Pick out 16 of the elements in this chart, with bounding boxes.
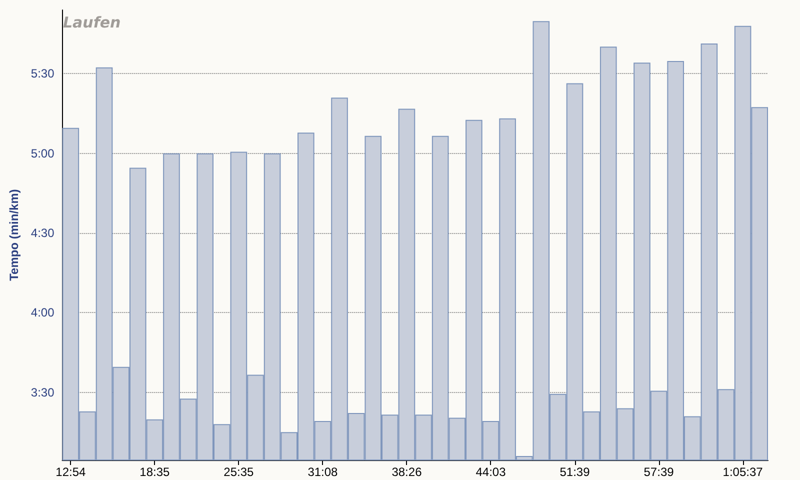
x-tick-label: 51:39	[560, 465, 590, 479]
y-tick-label: 5:00	[30, 146, 55, 160]
x-tick-label: 18:35	[140, 465, 170, 479]
chart-title: Laufen	[63, 14, 121, 32]
x-tick-label: 57:39	[644, 465, 674, 479]
x-tick-label: 12:54	[56, 465, 86, 479]
y-tick-label: 4:30	[30, 226, 55, 240]
y-tick-label: 5:30	[30, 66, 55, 81]
x-tick-label: 1:05:37	[722, 465, 764, 479]
y-axis-title: Tempo (min/km)	[7, 189, 21, 281]
x-tick-label: 44:03	[476, 465, 506, 479]
y-tick-label: 3:30	[30, 385, 55, 400]
x-tick-label: 25:35	[224, 465, 254, 479]
x-tick-label: 31:08	[308, 465, 338, 479]
y-tick-label: 4:00	[30, 306, 55, 320]
x-tick-label: 38:26	[392, 465, 422, 479]
